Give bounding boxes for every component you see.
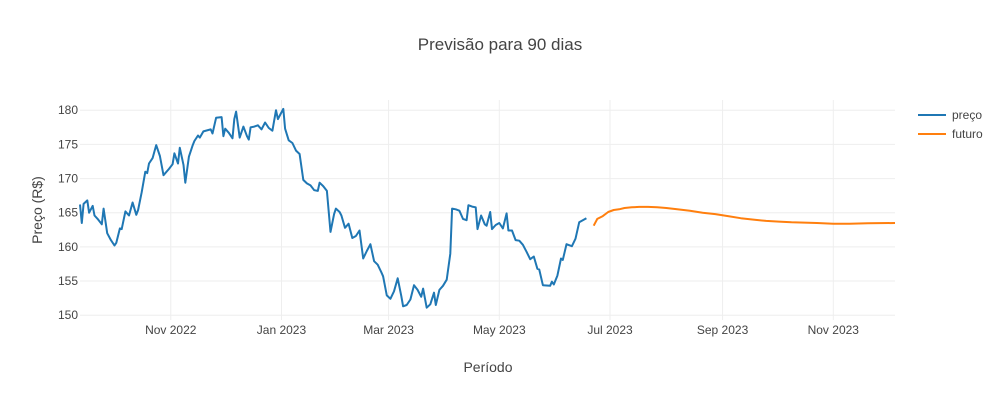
x-tick-label: Nov 2023 [808, 323, 860, 337]
plot-area [79, 107, 896, 309]
x-tick-label: Mar 2023 [363, 323, 414, 337]
legend[interactable]: preço futuro [918, 108, 983, 141]
y-tick-label: 150 [58, 308, 78, 322]
x-tick-label: Jul 2023 [587, 323, 633, 337]
legend-label: futuro [952, 127, 983, 141]
y-axis: 150 155 160 165 170 175 180 [58, 103, 78, 322]
x-tick-label: May 2023 [473, 323, 526, 337]
y-tick-label: 165 [58, 206, 78, 220]
y-axis-title: Preço (R$) [29, 176, 45, 244]
series-line-preco [79, 107, 587, 309]
legend-item-preco[interactable]: preço [918, 108, 982, 122]
x-tick-label: Nov 2022 [145, 323, 197, 337]
grid-lines [80, 100, 895, 320]
x-axis-title: Período [463, 359, 512, 375]
x-tick-label: Jan 2023 [257, 323, 307, 337]
x-axis: Nov 2022 Jan 2023 Mar 2023 May 2023 Jul 2023… [145, 323, 859, 337]
legend-label: preço [952, 108, 982, 122]
y-tick-label: 180 [58, 103, 78, 117]
y-tick-label: 170 [58, 172, 78, 186]
legend-item-futuro[interactable]: futuro [918, 127, 983, 141]
y-tick-label: 175 [58, 137, 78, 151]
y-tick-label: 160 [58, 240, 78, 254]
x-tick-label: Sep 2023 [697, 323, 749, 337]
y-tick-label: 155 [58, 274, 78, 288]
chart-title: Previsão para 90 dias [418, 35, 582, 54]
series-line-futuro [592, 205, 896, 227]
